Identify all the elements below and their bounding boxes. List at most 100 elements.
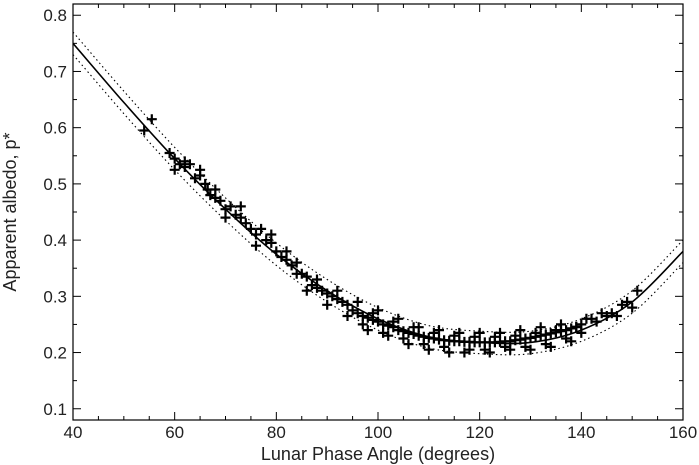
data-point	[515, 325, 526, 336]
data-point	[479, 344, 490, 355]
data-point	[510, 330, 521, 341]
data-point	[561, 333, 572, 344]
data-point	[347, 305, 358, 316]
data-point	[251, 229, 261, 240]
data-point	[332, 285, 343, 296]
data-point	[500, 341, 511, 352]
y-tick-label: 0.3	[43, 287, 67, 306]
data-point	[146, 114, 157, 125]
data-point	[245, 223, 256, 234]
data-point	[388, 316, 399, 327]
data-point	[342, 299, 353, 310]
data-point	[373, 305, 383, 316]
data-point	[281, 254, 292, 265]
data-point	[469, 331, 480, 342]
data-point	[251, 240, 261, 251]
data-point	[428, 327, 439, 338]
data-point	[291, 268, 302, 279]
data-point	[439, 341, 450, 352]
data-point	[449, 330, 460, 341]
data-point	[195, 164, 206, 175]
data-point	[601, 311, 612, 321]
data-point	[495, 327, 505, 338]
data-point	[240, 218, 251, 229]
data-point	[566, 323, 577, 334]
data-point	[362, 312, 373, 323]
data-point	[301, 271, 312, 282]
data-point	[540, 329, 551, 340]
x-tick-label: 40	[64, 423, 83, 442]
data-point	[215, 195, 226, 206]
data-point	[312, 274, 322, 285]
data-point	[581, 313, 592, 324]
x-tick-label: 100	[364, 423, 392, 442]
data-point	[632, 285, 643, 296]
data-point	[306, 280, 317, 291]
data-point	[322, 299, 333, 310]
data-point	[312, 282, 322, 293]
data-point	[423, 344, 434, 355]
data-points	[139, 114, 643, 358]
y-axis-title: Apparent albedo, p*	[0, 132, 20, 291]
data-point	[622, 296, 633, 307]
data-point	[169, 164, 180, 175]
data-point	[266, 229, 277, 240]
y-tick-label: 0.1	[43, 400, 67, 419]
data-point	[301, 285, 312, 296]
data-point	[403, 339, 414, 350]
data-point	[530, 327, 541, 338]
data-point	[418, 339, 429, 350]
y-tick-label: 0.7	[43, 62, 67, 81]
data-point	[378, 319, 389, 330]
data-point	[286, 260, 297, 271]
data-point	[561, 325, 572, 336]
data-point	[261, 235, 272, 246]
data-point	[444, 347, 455, 358]
data-point	[164, 148, 175, 158]
x-axis-title: Lunar Phase Angle (degrees)	[261, 444, 495, 464]
upper-bound-curve	[73, 31, 683, 333]
data-point	[611, 311, 622, 321]
data-point	[225, 201, 236, 212]
data-point	[566, 336, 577, 347]
data-point	[383, 320, 394, 331]
data-point	[617, 299, 627, 310]
data-point	[398, 333, 409, 344]
data-point	[210, 192, 221, 203]
data-point	[281, 246, 292, 257]
data-point	[352, 308, 363, 319]
fit-curve	[73, 42, 683, 345]
data-point	[550, 325, 561, 336]
data-point	[520, 341, 531, 352]
data-point	[434, 325, 444, 336]
x-tick-label: 60	[165, 423, 184, 442]
data-point	[235, 201, 246, 212]
data-point	[576, 327, 587, 338]
data-point	[342, 311, 353, 321]
x-tick-label: 160	[669, 423, 697, 442]
data-point	[535, 322, 546, 333]
data-point	[266, 237, 277, 248]
x-tick-label: 140	[567, 423, 595, 442]
data-point	[210, 184, 221, 195]
data-point	[332, 294, 343, 305]
data-point	[378, 327, 389, 338]
data-point	[184, 159, 195, 170]
plot-frame	[72, 3, 684, 421]
data-point	[352, 296, 363, 307]
data-point	[459, 347, 470, 358]
lower-bound-curve	[73, 54, 683, 356]
data-point	[505, 344, 516, 355]
data-point	[383, 330, 394, 341]
data-point	[317, 285, 328, 296]
data-point	[464, 344, 475, 355]
data-point	[474, 327, 485, 338]
data-point	[556, 319, 566, 330]
data-point	[291, 257, 302, 268]
data-point	[362, 325, 373, 336]
data-point	[525, 344, 536, 355]
y-tick-label: 0.8	[43, 6, 67, 25]
data-point	[230, 209, 241, 220]
data-point	[408, 322, 419, 333]
